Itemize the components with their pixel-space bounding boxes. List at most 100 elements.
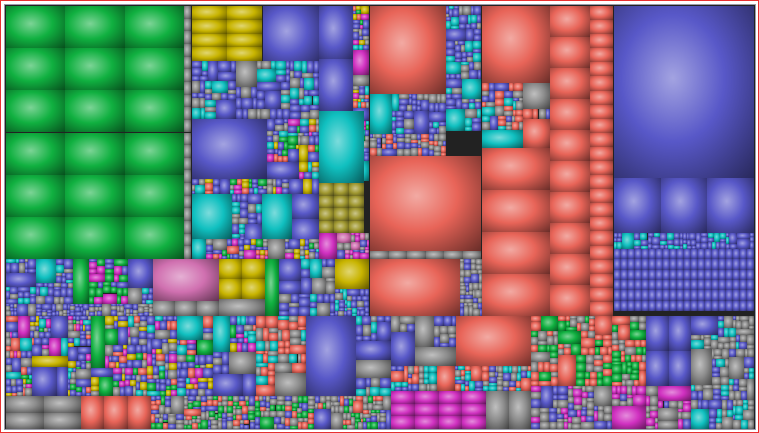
file-block[interactable] — [616, 386, 622, 394]
file-block[interactable] — [281, 188, 289, 194]
file-block[interactable] — [385, 410, 391, 429]
file-block[interactable] — [349, 220, 364, 233]
file-block[interactable] — [151, 396, 156, 402]
file-block[interactable] — [357, 98, 361, 102]
file-block[interactable] — [293, 249, 300, 255]
file-block[interactable] — [416, 100, 422, 107]
file-block[interactable] — [462, 51, 467, 59]
file-block[interactable] — [538, 345, 548, 352]
file-block[interactable] — [360, 249, 366, 254]
file-block[interactable] — [496, 376, 504, 381]
file-block[interactable] — [735, 406, 744, 416]
file-block[interactable] — [6, 331, 11, 338]
file-block[interactable] — [264, 91, 282, 109]
file-block[interactable] — [122, 287, 128, 297]
file-block[interactable] — [137, 367, 147, 376]
file-block[interactable] — [297, 412, 303, 419]
file-block[interactable] — [647, 237, 653, 244]
file-block[interactable] — [728, 357, 744, 379]
file-block[interactable] — [263, 242, 269, 248]
file-block[interactable] — [681, 412, 691, 420]
file-block[interactable] — [186, 424, 192, 429]
file-block[interactable] — [455, 41, 459, 45]
file-block[interactable] — [70, 384, 76, 391]
file-block[interactable] — [339, 289, 344, 294]
file-block[interactable] — [375, 134, 382, 138]
file-block[interactable] — [292, 363, 306, 373]
file-block[interactable] — [593, 365, 603, 373]
file-block[interactable] — [259, 396, 263, 402]
file-block[interactable] — [353, 10, 357, 15]
file-block[interactable] — [732, 320, 737, 328]
file-block[interactable] — [205, 182, 213, 191]
file-block[interactable] — [441, 152, 446, 156]
file-block[interactable] — [329, 312, 335, 316]
file-block[interactable] — [242, 182, 249, 189]
file-block[interactable] — [736, 320, 742, 330]
file-block[interactable] — [614, 241, 618, 249]
file-block[interactable] — [197, 423, 201, 429]
file-block[interactable] — [454, 370, 462, 377]
file-block[interactable] — [381, 138, 387, 145]
file-block[interactable] — [41, 337, 50, 346]
file-block[interactable] — [67, 390, 70, 396]
file-block[interactable] — [232, 213, 241, 218]
file-block[interactable] — [219, 253, 222, 259]
file-block[interactable] — [89, 306, 95, 312]
file-block[interactable] — [673, 233, 681, 239]
file-block[interactable] — [488, 386, 497, 391]
file-block[interactable] — [642, 269, 649, 280]
file-block[interactable] — [136, 389, 143, 396]
file-block[interactable] — [704, 334, 712, 339]
file-block[interactable] — [268, 356, 278, 364]
file-block[interactable] — [741, 390, 747, 400]
file-block[interactable] — [207, 396, 214, 400]
file-block[interactable] — [649, 410, 659, 418]
file-block[interactable] — [260, 255, 265, 259]
file-block[interactable] — [125, 375, 132, 380]
file-block[interactable] — [540, 412, 550, 422]
file-block[interactable] — [670, 259, 677, 270]
file-block[interactable] — [461, 384, 466, 391]
file-block[interactable] — [141, 375, 147, 382]
file-block[interactable] — [459, 24, 466, 30]
file-block[interactable] — [546, 108, 550, 119]
file-block[interactable] — [238, 251, 245, 256]
file-block[interactable] — [281, 89, 291, 95]
file-block[interactable] — [257, 186, 264, 190]
file-block[interactable] — [290, 338, 301, 346]
file-block[interactable] — [614, 233, 618, 238]
file-block[interactable] — [290, 425, 299, 429]
file-block[interactable] — [308, 132, 312, 136]
file-block[interactable] — [391, 366, 398, 372]
file-block[interactable] — [394, 386, 403, 391]
file-block[interactable] — [67, 309, 70, 314]
file-block[interactable] — [288, 239, 300, 250]
file-block[interactable] — [74, 312, 84, 316]
file-block[interactable] — [94, 296, 103, 304]
file-block[interactable] — [131, 375, 137, 380]
file-block[interactable] — [260, 406, 266, 411]
file-block[interactable] — [279, 131, 289, 138]
file-block[interactable] — [168, 343, 178, 352]
file-block[interactable] — [540, 422, 550, 429]
file-block[interactable] — [511, 122, 520, 131]
file-block[interactable] — [544, 361, 551, 372]
file-block[interactable] — [451, 316, 456, 327]
file-block[interactable] — [365, 94, 369, 99]
file-block[interactable] — [635, 340, 642, 348]
file-block[interactable] — [18, 287, 31, 293]
file-block[interactable] — [344, 406, 350, 414]
file-block[interactable] — [304, 89, 310, 96]
file-block[interactable] — [441, 94, 446, 103]
file-block[interactable] — [67, 287, 73, 297]
file-block[interactable] — [746, 378, 754, 400]
file-block[interactable] — [217, 61, 232, 72]
file-block[interactable] — [695, 385, 703, 392]
file-block[interactable] — [117, 296, 122, 304]
file-block[interactable] — [232, 223, 239, 234]
file-block[interactable] — [184, 119, 191, 133]
file-block[interactable] — [175, 413, 184, 421]
file-block[interactable] — [576, 363, 587, 373]
file-block[interactable] — [163, 422, 169, 429]
